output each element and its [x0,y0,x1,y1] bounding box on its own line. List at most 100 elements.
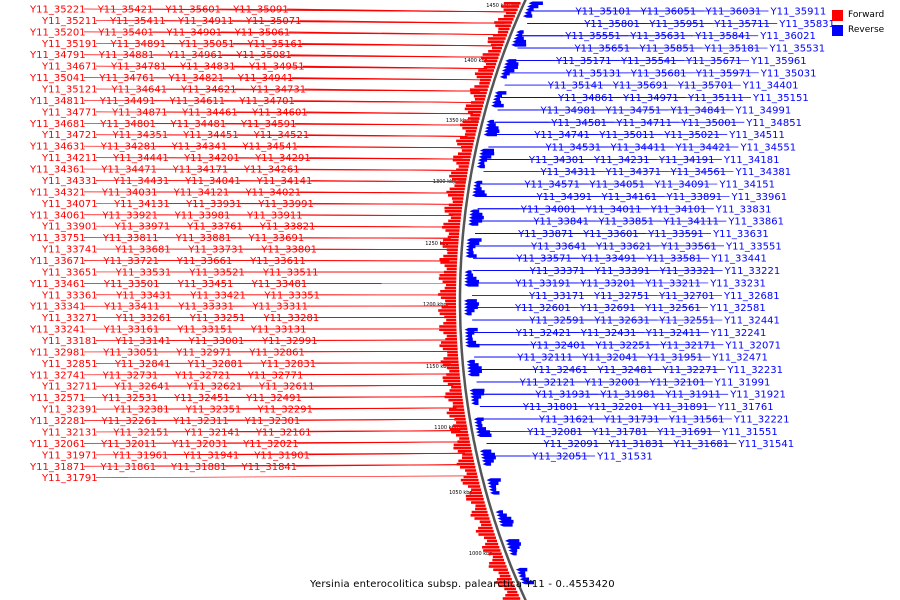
reverse-gene-label: Y11_31761 [717,402,774,413]
forward-gene-feature [446,248,458,251]
reverse-gene-label: Y11_32631 [593,316,650,327]
reverse-gene-label: Y11_34161 [600,192,657,203]
forward-gene-feature [470,514,489,517]
reverse-gene-label: Y11_34391 [535,192,592,203]
forward-gene-feature [441,306,457,309]
forward-gene-label: Y11_34881 [98,50,155,61]
forward-gene-label: Y11_33931 [185,199,242,210]
reverse-gene-label: Y11_32591 [528,316,585,327]
reverse-gene-label: Y11_33211 [644,278,701,289]
reverse-gene-feature [479,151,495,156]
reverse-gene-feature [485,126,499,130]
reverse-gene-feature [500,71,510,76]
forward-gene-feature [439,344,458,347]
forward-gene-label: Y11_33691 [248,233,305,244]
forward-gene-feature [453,424,467,427]
reverse-gene-label: Y11_35711 [713,19,770,30]
forward-gene-feature [497,30,509,34]
reverse-gene-label: Y11_34011 [585,204,642,215]
reverse-gene-label: Y11_34371 [605,167,662,178]
reverse-gene-label: Y11_33571 [515,254,572,265]
forward-gene-feature [442,280,457,283]
forward-label-leader [304,88,480,92]
reverse-gene-label: Y11_33561 [660,241,717,252]
forward-gene-label: Y11_31941 [183,450,240,461]
forward-gene-feature [448,194,464,197]
forward-label-leader [299,191,457,194]
reverse-gene-label: Y11_33491 [580,254,637,265]
reverse-gene-label: Y11_34571 [523,180,580,191]
forward-gene-feature [449,174,467,178]
forward-gene-label: Y11_35401 [97,27,154,38]
forward-gene-feature [456,139,475,143]
forward-gene-feature [496,578,512,581]
forward-gene-label: Y11_33801 [260,245,317,256]
forward-gene-label: Y11_33481 [251,279,308,290]
reverse-gene-label: Y11_31561 [668,414,725,425]
reverse-gene-label: Y11_34971 [622,93,679,104]
reverse-gene-label: Y11_35681 [630,68,687,79]
forward-gene-feature [452,200,463,203]
forward-gene-label: Y11_33901 [41,222,98,233]
forward-gene-feature [439,258,458,261]
tick-label: 1400 kbp [464,58,488,64]
forward-gene-feature [455,434,469,437]
forward-gene-feature [488,565,507,568]
forward-gene-label: Y11_32851 [41,359,98,370]
forward-gene-feature [443,379,461,383]
forward-gene-label: Y11_34791 [29,50,86,61]
reverse-gene-label: Y11_34151 [718,180,775,191]
reverse-gene-label: Y11_34531 [544,142,601,153]
forward-gene-feature [478,526,493,530]
forward-gene-feature [440,261,458,264]
forward-gene-feature [452,402,464,405]
forward-label-leader [315,248,450,250]
forward-gene-feature [443,357,459,360]
forward-gene-feature [487,37,506,40]
forward-gene-feature [448,219,461,223]
forward-gene-feature [479,78,491,82]
legend-label-reverse: Reverse [848,25,885,35]
reverse-gene-feature [466,363,479,367]
forward-gene-feature [476,75,492,79]
forward-gene-feature [445,392,462,395]
forward-gene-feature [482,546,500,549]
forward-gene-feature [448,398,463,402]
reverse-gene-feature [497,516,512,521]
reverse-gene-feature [517,571,526,575]
map-title: Yersinia enterocolitica subsp. palearcti… [310,579,615,590]
forward-gene-label: Y11_33911 [246,210,303,221]
forward-gene-label: Y11_32291 [256,405,313,416]
reverse-gene-feature [464,299,477,303]
forward-label-leader [313,225,452,228]
forward-gene-feature [479,82,490,85]
reverse-gene-label: Y11_32201 [587,402,644,413]
forward-label-leader [303,351,450,353]
reverse-gene-feature [512,39,527,44]
reverse-gene-label: Y11_33861 [727,217,784,228]
reverse-gene-label: Y11_35181 [704,44,761,55]
forward-gene-feature [492,34,507,37]
reverse-gene-label: Y11_31891 [652,402,709,413]
forward-gene-label: Y11_35051 [178,39,235,50]
forward-gene-feature [440,296,457,299]
forward-gene-feature [440,242,459,245]
forward-label-leader [295,464,468,467]
forward-gene-feature [489,562,506,565]
reverse-gene-label: Y11_32431 [580,328,637,339]
reverse-gene-label: Y11_32121 [519,377,576,388]
forward-gene-feature [471,510,488,514]
reverse-gene-feature [480,452,495,457]
reverse-gene-feature [488,484,497,489]
reverse-gene-label: Y11_32411 [645,328,702,339]
reverse-gene-feature [486,119,495,124]
forward-gene-feature [473,94,486,98]
reverse-gene-feature [508,548,518,553]
forward-gene-label: Y11_33341 [29,302,86,313]
reverse-gene-label: Y11_32581 [709,303,766,314]
forward-gene-label: Y11_32971 [175,347,232,358]
reverse-gene-label: Y11_34381 [735,167,792,178]
reverse-gene-label: Y11_35831 [778,19,835,30]
reverse-gene-feature [519,577,530,581]
forward-gene-label: Y11_34321 [29,187,86,198]
